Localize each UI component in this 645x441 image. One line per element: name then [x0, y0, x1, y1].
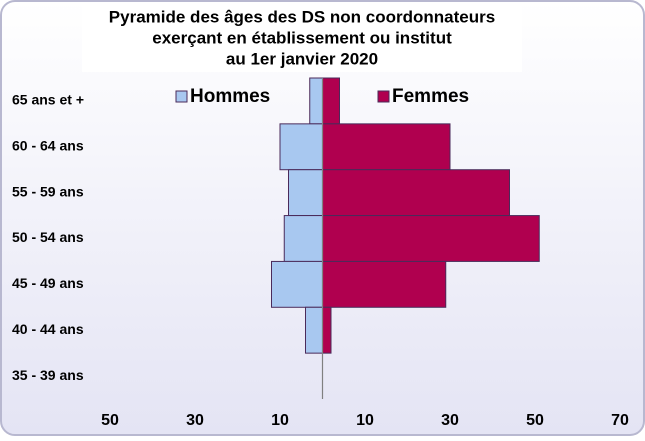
x-tick-label: 50 — [101, 412, 119, 429]
bar — [279, 123, 323, 171]
legend-label: Hommes — [190, 86, 270, 107]
x-tick-label: 30 — [186, 412, 204, 429]
bar — [271, 260, 323, 308]
bar — [322, 215, 540, 262]
title-box — [82, 4, 522, 72]
chart-title: au 1er janvier 2020 — [226, 49, 378, 68]
bar — [322, 260, 447, 308]
chart-title: Pyramide des âges des DS non coordonnate… — [109, 7, 495, 26]
bar — [288, 169, 323, 217]
y-tick-label: 35 - 39 ans — [12, 367, 84, 383]
bar — [322, 77, 340, 125]
x-tick-label: 70 — [611, 412, 629, 429]
legend-swatch — [377, 90, 390, 103]
y-tick-label: 45 - 49 ans — [12, 275, 84, 291]
bar — [322, 306, 332, 354]
bar — [283, 215, 323, 262]
y-tick-label: 40 - 44 ans — [12, 321, 84, 337]
bar — [309, 77, 323, 125]
y-tick-label: 65 ans et + — [12, 92, 84, 108]
chart-title: exerçant en établissement ou institut — [152, 28, 452, 47]
bar — [322, 123, 451, 171]
legend-swatch — [175, 90, 188, 103]
legend-label: Femmes — [392, 86, 469, 107]
y-tick-label: 60 - 64 ans — [12, 137, 84, 153]
x-tick-label: 50 — [526, 412, 544, 429]
x-tick-label: 10 — [356, 412, 374, 429]
y-tick-label: 50 - 54 ans — [12, 229, 84, 245]
y-tick-label: 55 - 59 ans — [12, 183, 84, 199]
bar — [305, 306, 323, 354]
x-tick-label: 30 — [441, 412, 459, 429]
x-tick-label: 10 — [271, 412, 289, 429]
bar — [322, 169, 510, 217]
